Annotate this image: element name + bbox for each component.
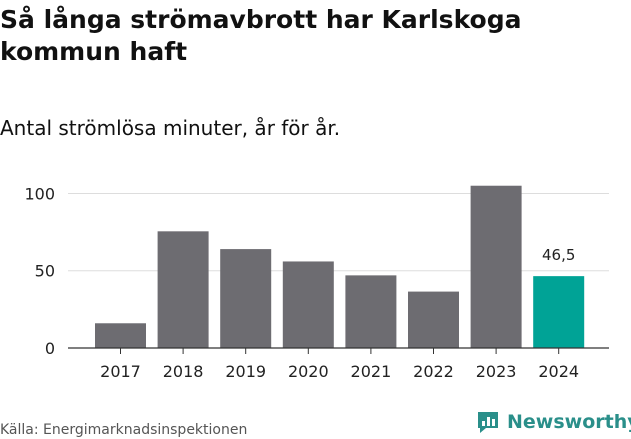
- bar: [95, 323, 146, 348]
- chart-title: Så långa strömavbrott har Karlskoga komm…: [0, 5, 522, 66]
- x-tick-label: 2021: [351, 362, 392, 381]
- x-tick-label: 2022: [413, 362, 454, 381]
- bar: [533, 276, 585, 348]
- data-label: 46,5: [542, 246, 575, 264]
- y-tick-label: 100: [24, 184, 55, 203]
- brand-logo: Newsworthy: [475, 408, 631, 436]
- bar: [345, 275, 397, 348]
- bar: [408, 291, 459, 348]
- chart-subtitle: Antal strömlösa minuter, år för år.: [0, 116, 341, 140]
- brand-name: Newsworthy: [507, 411, 631, 433]
- x-tick-label: 2017: [100, 362, 141, 381]
- y-tick-label: 0: [45, 339, 55, 358]
- source-note: Källa: Energimarknadsinspektionen: [0, 422, 248, 438]
- x-tick-label: 2024: [538, 362, 579, 381]
- x-tick-label: 2018: [163, 362, 204, 381]
- x-tick-label: 2023: [476, 362, 517, 381]
- bar: [470, 185, 522, 348]
- newsworthy-logo-icon: [478, 412, 498, 433]
- y-tick-label: 50: [35, 262, 55, 281]
- bar: [220, 249, 272, 348]
- x-tick-label: 2019: [225, 362, 266, 381]
- bar: [282, 261, 334, 348]
- x-tick-label: 2020: [288, 362, 329, 381]
- bar: [157, 231, 209, 348]
- bar-chart: 0 50 100 2017 2018 2019 2020 2021 2022 2023 2024 46…: [24, 184, 609, 381]
